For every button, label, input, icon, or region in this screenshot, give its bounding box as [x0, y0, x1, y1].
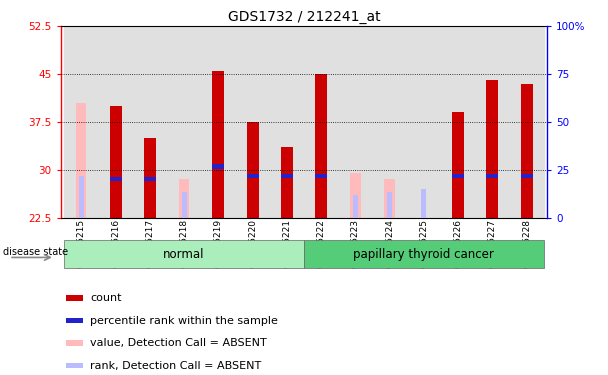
Bar — [475, 26, 510, 218]
Bar — [79, 176, 84, 218]
Bar — [201, 26, 235, 218]
Bar — [281, 147, 293, 218]
Bar — [486, 81, 499, 218]
Bar — [144, 138, 156, 218]
Text: count: count — [91, 293, 122, 303]
Bar — [167, 26, 201, 218]
Bar — [270, 26, 304, 218]
Bar — [64, 240, 304, 268]
Bar — [350, 173, 361, 217]
Bar — [109, 106, 122, 218]
Bar — [387, 192, 392, 217]
Bar — [133, 26, 167, 218]
Text: rank, Detection Call = ABSENT: rank, Detection Call = ABSENT — [91, 361, 261, 370]
Bar — [421, 189, 426, 217]
Bar — [304, 26, 338, 218]
Bar — [64, 26, 98, 218]
Text: disease state: disease state — [3, 247, 68, 257]
Bar — [179, 179, 189, 218]
Bar — [353, 195, 358, 217]
Bar — [98, 26, 133, 218]
Bar — [486, 174, 499, 178]
Bar — [109, 177, 122, 182]
Bar — [520, 84, 533, 218]
Bar — [182, 192, 187, 217]
Text: papillary thyroid cancer: papillary thyroid cancer — [353, 248, 494, 261]
Text: percentile rank within the sample: percentile rank within the sample — [91, 316, 278, 326]
Bar — [235, 26, 270, 218]
Bar — [452, 174, 464, 178]
Bar — [212, 164, 224, 169]
Bar — [452, 112, 464, 218]
Bar — [281, 174, 293, 178]
Text: value, Detection Call = ABSENT: value, Detection Call = ABSENT — [91, 338, 268, 348]
Text: normal: normal — [164, 248, 205, 261]
Bar — [520, 174, 533, 178]
Bar — [212, 71, 224, 217]
Bar — [441, 26, 475, 218]
Bar — [373, 26, 407, 218]
Bar — [144, 177, 156, 182]
Bar — [315, 74, 327, 217]
Bar — [76, 103, 86, 218]
Bar — [66, 296, 83, 301]
Bar — [304, 240, 544, 268]
Bar — [510, 26, 544, 218]
Bar — [315, 174, 327, 178]
Bar — [384, 179, 395, 218]
Bar — [66, 340, 83, 346]
Title: GDS1732 / 212241_at: GDS1732 / 212241_at — [227, 10, 381, 24]
Bar — [407, 26, 441, 218]
Bar — [66, 318, 83, 323]
Bar — [247, 122, 258, 218]
Bar — [247, 174, 258, 178]
Bar — [66, 363, 83, 368]
Bar — [338, 26, 373, 218]
